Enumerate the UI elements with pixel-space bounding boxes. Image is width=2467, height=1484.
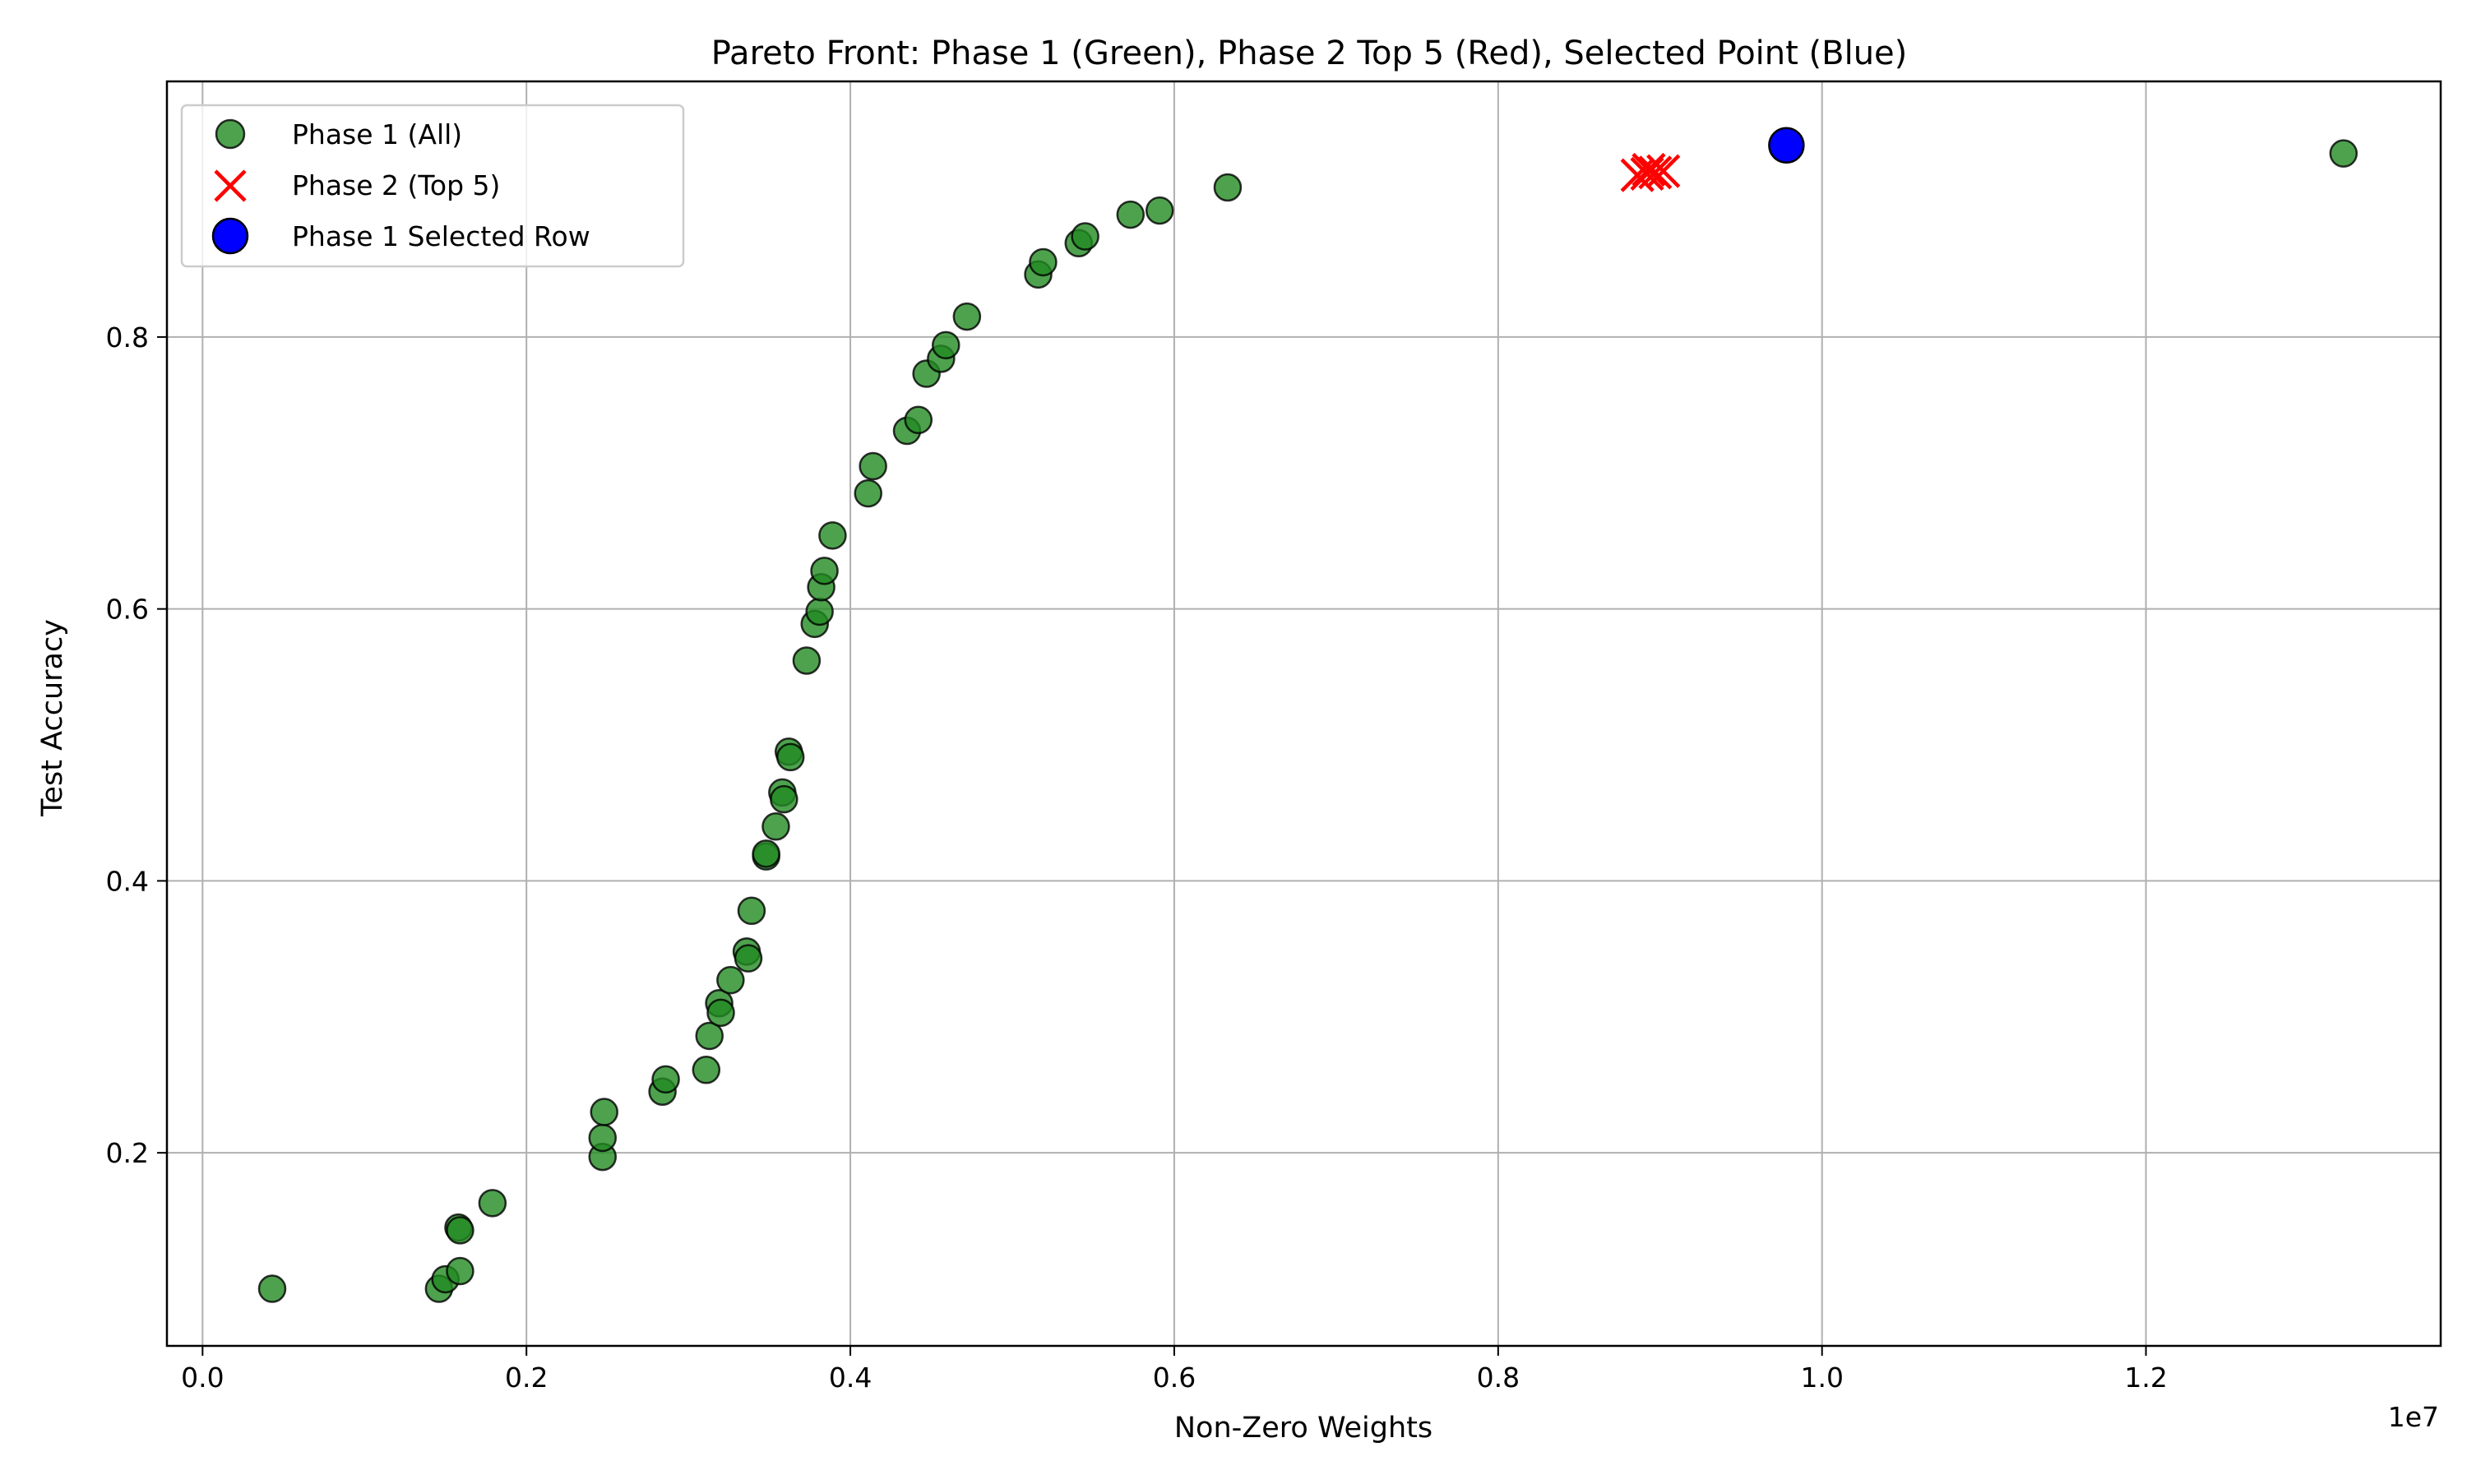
legend-label-phase2: Phase 2 (Top 5) bbox=[292, 169, 500, 201]
legend-label-phase1: Phase 1 (All) bbox=[292, 118, 462, 150]
data-point-phase1 bbox=[761, 812, 790, 841]
x-tick-label: 0.2 bbox=[505, 1361, 548, 1394]
legend-marker-selected bbox=[211, 217, 249, 255]
grid-lines bbox=[167, 81, 2441, 1346]
data-point-phase1 bbox=[1071, 222, 1099, 251]
series-2 bbox=[1620, 152, 1681, 192]
legend-frame bbox=[180, 104, 685, 268]
data-point-phase1 bbox=[810, 557, 839, 585]
x-tick-label: 0.0 bbox=[181, 1361, 224, 1394]
data-point-phase1 bbox=[716, 965, 745, 995]
y-tick-label: 0.6 bbox=[106, 594, 149, 626]
data-point-phase1 bbox=[2329, 139, 2358, 168]
chart-title: Pareto Front: Phase 1 (Green), Phase 2 T… bbox=[711, 35, 1908, 72]
plot-frame bbox=[165, 80, 2442, 1348]
x-tick-label: 0.6 bbox=[1153, 1361, 1196, 1394]
data-point-phase1 bbox=[859, 451, 887, 481]
data-point-selected bbox=[1768, 127, 1805, 164]
legend-label-selected: Phase 1 Selected Row bbox=[292, 220, 590, 252]
data-point-phase1 bbox=[792, 646, 822, 675]
data-point-phase1 bbox=[1029, 247, 1058, 277]
data-point-phase1 bbox=[770, 784, 798, 814]
data-point-phase1 bbox=[952, 302, 982, 331]
data-point-phase1 bbox=[805, 597, 834, 626]
x-axis-label: Non-Zero Weights bbox=[1174, 1412, 1433, 1445]
y-axis-label: Test Accuracy bbox=[36, 619, 69, 817]
y-tick-label: 0.8 bbox=[106, 321, 149, 354]
data-point-phase2 bbox=[1630, 156, 1664, 192]
legend-marker-phase2 bbox=[214, 169, 247, 202]
data-point-phase1 bbox=[1213, 173, 1243, 202]
x-tick-label: 0.8 bbox=[1477, 1361, 1520, 1394]
data-point-phase1 bbox=[737, 896, 766, 926]
series-3 bbox=[1768, 127, 1805, 164]
data-point-phase1 bbox=[651, 1065, 680, 1094]
data-point-phase1 bbox=[818, 521, 847, 550]
data-point-phase1 bbox=[932, 331, 960, 360]
legend: Phase 1 (All) Phase 2 (Top 5) Phase 1 Se… bbox=[180, 104, 685, 268]
legend-marker-phase1 bbox=[215, 118, 246, 150]
x-tick-label: 0.4 bbox=[829, 1361, 872, 1394]
data-point-phase1 bbox=[775, 742, 805, 772]
data-point-phase1 bbox=[695, 1021, 724, 1051]
data-point-phase1 bbox=[446, 1256, 474, 1286]
data-point-phase1 bbox=[478, 1189, 507, 1218]
data-point-phase1 bbox=[706, 998, 735, 1028]
data-point-phase1 bbox=[904, 405, 933, 435]
data-points bbox=[257, 127, 2358, 1303]
series-1 bbox=[257, 139, 2358, 1303]
data-point-phase1 bbox=[734, 944, 763, 973]
data-point-phase1 bbox=[752, 839, 780, 868]
data-point-phase1 bbox=[590, 1098, 618, 1126]
y-tick-label: 0.2 bbox=[106, 1137, 149, 1169]
data-point-phase1 bbox=[854, 478, 882, 508]
axis-ticks: 0.0 0.2 0.4 0.6 0.8 1.0 1.2 0.2 0.4 0.6 0.8 bbox=[106, 321, 2168, 1394]
data-point-phase1 bbox=[588, 1123, 618, 1153]
x-axis-offset-text: 1e7 bbox=[2388, 1401, 2439, 1433]
x-tick-label: 1.2 bbox=[2124, 1361, 2167, 1394]
data-point-phase2 bbox=[1638, 155, 1673, 190]
data-point-phase1 bbox=[1145, 196, 1174, 225]
data-point-phase1 bbox=[446, 1216, 474, 1245]
data-point-phase1 bbox=[1116, 200, 1146, 229]
y-tick-label: 0.4 bbox=[106, 865, 149, 897]
data-point-phase1 bbox=[692, 1056, 721, 1084]
x-tick-label: 1.0 bbox=[1800, 1361, 1843, 1394]
data-point-phase1 bbox=[257, 1274, 287, 1303]
